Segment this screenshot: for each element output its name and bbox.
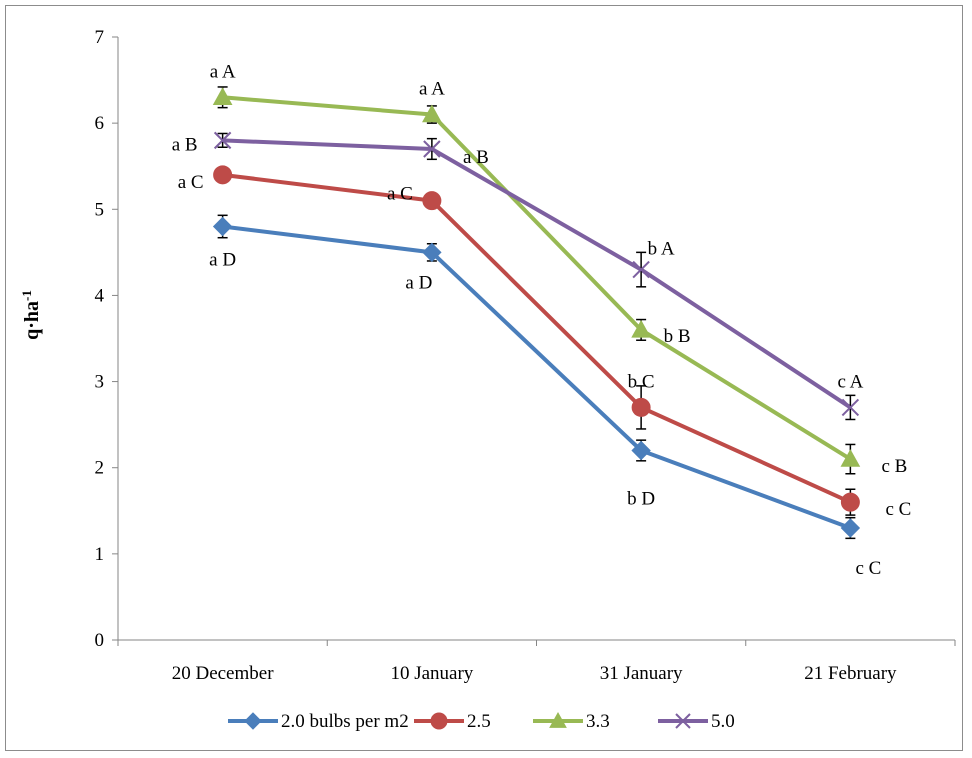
- circle-marker: [631, 397, 651, 417]
- data-label: b A: [648, 239, 675, 260]
- triangle-marker: [549, 711, 567, 728]
- diamond-marker: [212, 216, 233, 237]
- data-label: a C: [387, 184, 413, 205]
- x-tick-label: 10 January: [390, 663, 473, 684]
- data-label: c C: [885, 499, 911, 520]
- data-label: c A: [837, 371, 863, 392]
- series-3: [212, 86, 861, 475]
- data-label: a D: [209, 250, 236, 271]
- legend-label: 2.0 bulbs per m2: [281, 711, 409, 732]
- legend-item-3: 3.3: [533, 711, 610, 732]
- diamond-marker: [244, 712, 262, 730]
- legend-label: 5.0: [711, 711, 735, 732]
- series-line: [222, 95, 852, 461]
- series-line: [222, 172, 852, 504]
- diamond-marker: [840, 518, 861, 538]
- annotations: a D a D b D c C a C a C b C c C a A a A b B c B a B a…: [172, 61, 912, 579]
- x-marker: [841, 398, 860, 417]
- triangle-marker: [422, 104, 442, 123]
- x-marker: [213, 131, 232, 150]
- diamond-marker: [422, 242, 442, 263]
- axes: [112, 36, 956, 646]
- x-marker-stroke: [213, 131, 232, 150]
- triangle-marker: [840, 449, 861, 467]
- series-layer: [212, 86, 861, 540]
- series-line: [222, 138, 852, 410]
- data-label: b C: [628, 371, 655, 392]
- x-tick-label: 21 February: [804, 663, 897, 684]
- x-marker: [632, 260, 650, 279]
- data-label: b B: [664, 326, 691, 347]
- legend-label: 2.5: [467, 711, 491, 732]
- y-tick-label: 6: [95, 113, 105, 134]
- data-label: a B: [463, 147, 489, 168]
- circle-marker: [422, 191, 442, 211]
- y-axis-label-text: q·ha: [21, 301, 43, 340]
- legend-item-1: 2.0 bulbs per m2: [228, 711, 409, 732]
- x-tick-label: 20 December: [172, 663, 274, 684]
- x-marker: [675, 713, 691, 729]
- legend-item-4: 5.0: [658, 711, 735, 732]
- legend-label: 3.3: [586, 711, 610, 732]
- x-marker-stroke: [841, 398, 860, 417]
- x-tick-label: 31 January: [600, 663, 683, 684]
- data-label: c B: [881, 456, 907, 477]
- y-tick-label: 7: [95, 27, 105, 48]
- triangle-marker: [631, 319, 651, 338]
- circle-marker: [840, 492, 860, 512]
- y-tick-label: 0: [95, 630, 105, 651]
- data-label: a C: [178, 172, 204, 193]
- data-label: a A: [210, 61, 236, 82]
- series-2: [213, 165, 860, 516]
- data-label: a B: [172, 134, 198, 155]
- y-axis-label-superscript: -1: [19, 290, 34, 301]
- data-label: a D: [405, 272, 432, 293]
- triangle-marker: [212, 87, 233, 105]
- data-label: c C: [855, 558, 881, 579]
- circle-marker: [213, 165, 233, 185]
- diamond-marker: [631, 440, 651, 461]
- y-tick-label: 5: [95, 199, 105, 220]
- x-marker: [423, 140, 441, 158]
- data-label: b D: [627, 488, 655, 509]
- y-axis-label: q·ha-1: [19, 290, 43, 340]
- y-tick-label: 3: [95, 372, 105, 393]
- y-tick-label: 4: [95, 285, 105, 306]
- x-marker-stroke: [423, 140, 441, 158]
- legend: 2.0 bulbs per m2 2.5 3.3 5.0: [228, 711, 735, 732]
- x-marker-stroke: [632, 260, 650, 279]
- y-tick-label: 1: [95, 544, 105, 565]
- series-4: [213, 131, 860, 421]
- tick-labels: 0 1 2 3 4 5 6 7 20 December 10 January 31 January 2…: [95, 27, 898, 684]
- series-line: [222, 224, 852, 530]
- x-marker-stroke: [675, 713, 691, 729]
- circle-marker: [430, 712, 448, 730]
- series-1: [212, 214, 861, 540]
- data-label: a A: [419, 79, 445, 100]
- legend-item-2: 2.5: [414, 711, 491, 732]
- y-tick-label: 2: [95, 458, 105, 479]
